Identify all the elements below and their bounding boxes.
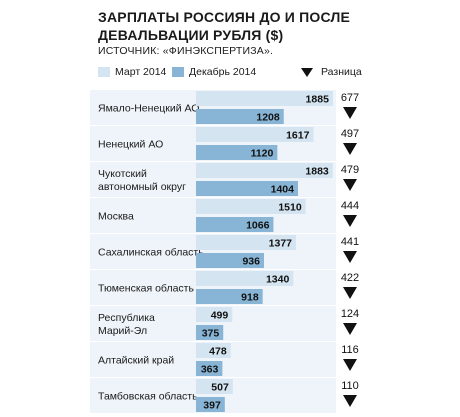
triangle-down-icon: [343, 287, 357, 299]
legend-item-difference: Разница: [301, 66, 362, 78]
value-label-march: 1883: [305, 166, 329, 178]
difference-label: 479: [341, 164, 359, 176]
category-label: Ненецкий АО: [98, 139, 163, 151]
bar-march: [196, 163, 333, 178]
triangle-down-icon: [343, 215, 357, 227]
category-label: Чукотский: [98, 168, 147, 180]
value-label-march: 1510: [278, 202, 302, 214]
category-label: Сахалинская область: [98, 247, 204, 259]
category-label: Москва: [98, 211, 134, 223]
triangle-down-icon: [301, 67, 313, 77]
difference-label: 116: [341, 344, 359, 356]
bar-december: [196, 217, 274, 232]
bar-december: [196, 145, 278, 160]
value-label-march: 1377: [269, 238, 293, 250]
difference-label: 110: [341, 380, 359, 392]
value-label-march: 1340: [266, 274, 290, 286]
value-label-december: 397: [203, 400, 221, 412]
bar-march: [196, 271, 294, 286]
triangle-down-icon: [343, 143, 357, 155]
triangle-down-icon: [343, 107, 357, 119]
bar-march: [196, 235, 297, 250]
bar-december: [196, 289, 263, 304]
bar-march: [196, 127, 314, 142]
legend-item-december: Декабрь 2014: [172, 66, 256, 78]
triangle-down-icon: [343, 251, 357, 263]
value-label-december: 1120: [251, 148, 274, 160]
category-label: Тамбовская область: [98, 391, 198, 403]
difference-label: 497: [341, 128, 359, 140]
bar-march: [196, 91, 333, 106]
value-label-march: 1885: [306, 94, 330, 106]
difference-label: 441: [341, 236, 359, 248]
value-label-december: 1066: [246, 220, 270, 232]
bar-december: [196, 109, 284, 124]
category-label: Тюменская область: [98, 283, 194, 295]
legend-swatch-december: [172, 67, 184, 77]
category-label: Алтайский край: [98, 355, 174, 367]
triangle-down-icon: [343, 395, 357, 407]
value-label-march: 499: [211, 310, 229, 322]
bar-december: [196, 325, 224, 340]
legend-label-march: Март 2014: [115, 66, 167, 78]
bar-december: [196, 181, 298, 196]
triangle-down-icon: [343, 323, 357, 335]
difference-label: 677: [341, 92, 359, 104]
bar-march: [196, 379, 233, 394]
value-label-december: 936: [242, 256, 260, 268]
difference-label: 444: [341, 200, 359, 212]
value-label-march: 1617: [286, 130, 310, 142]
value-label-december: 1404: [271, 184, 295, 196]
value-label-december: 363: [201, 364, 219, 376]
bar-december: [196, 253, 264, 268]
value-label-december: 918: [241, 292, 259, 304]
legend-swatch-march: [98, 67, 110, 77]
value-label-december: 375: [202, 328, 220, 340]
chart-title: ЗАРПЛАТЫ РОССИЯН ДО И ПОСЛЕ ДЕВАЛЬВАЦИИ …: [98, 9, 351, 43]
category-label: Марий-Эл: [98, 325, 147, 337]
bar-march: [196, 343, 231, 358]
category-label: автономный округ: [98, 181, 186, 193]
bar-march: [196, 199, 306, 214]
category-label: Ямало-Ненецкий АО: [98, 103, 199, 115]
legend-label-difference: Разница: [321, 66, 362, 78]
value-label-december: 1208: [256, 112, 280, 124]
category-label: Республика: [98, 312, 155, 324]
bar-december: [196, 361, 223, 376]
value-label-march: 507: [211, 382, 229, 394]
bar-march: [196, 307, 233, 322]
legend-item-march: Март 2014: [98, 66, 166, 78]
difference-label: 422: [341, 272, 359, 284]
source-note: ИСТОЧНИК: «ФИНЭКСПЕРТИЗА».: [98, 45, 274, 57]
legend: Март 2014 Декабрь 2014 Разница: [98, 66, 398, 82]
triangle-down-icon: [343, 359, 357, 371]
legend-label-december: Декабрь 2014: [189, 66, 257, 78]
triangle-down-icon: [343, 179, 357, 191]
difference-label: 124: [341, 308, 359, 320]
bar-december: [196, 397, 225, 412]
value-label-march: 478: [209, 346, 227, 358]
